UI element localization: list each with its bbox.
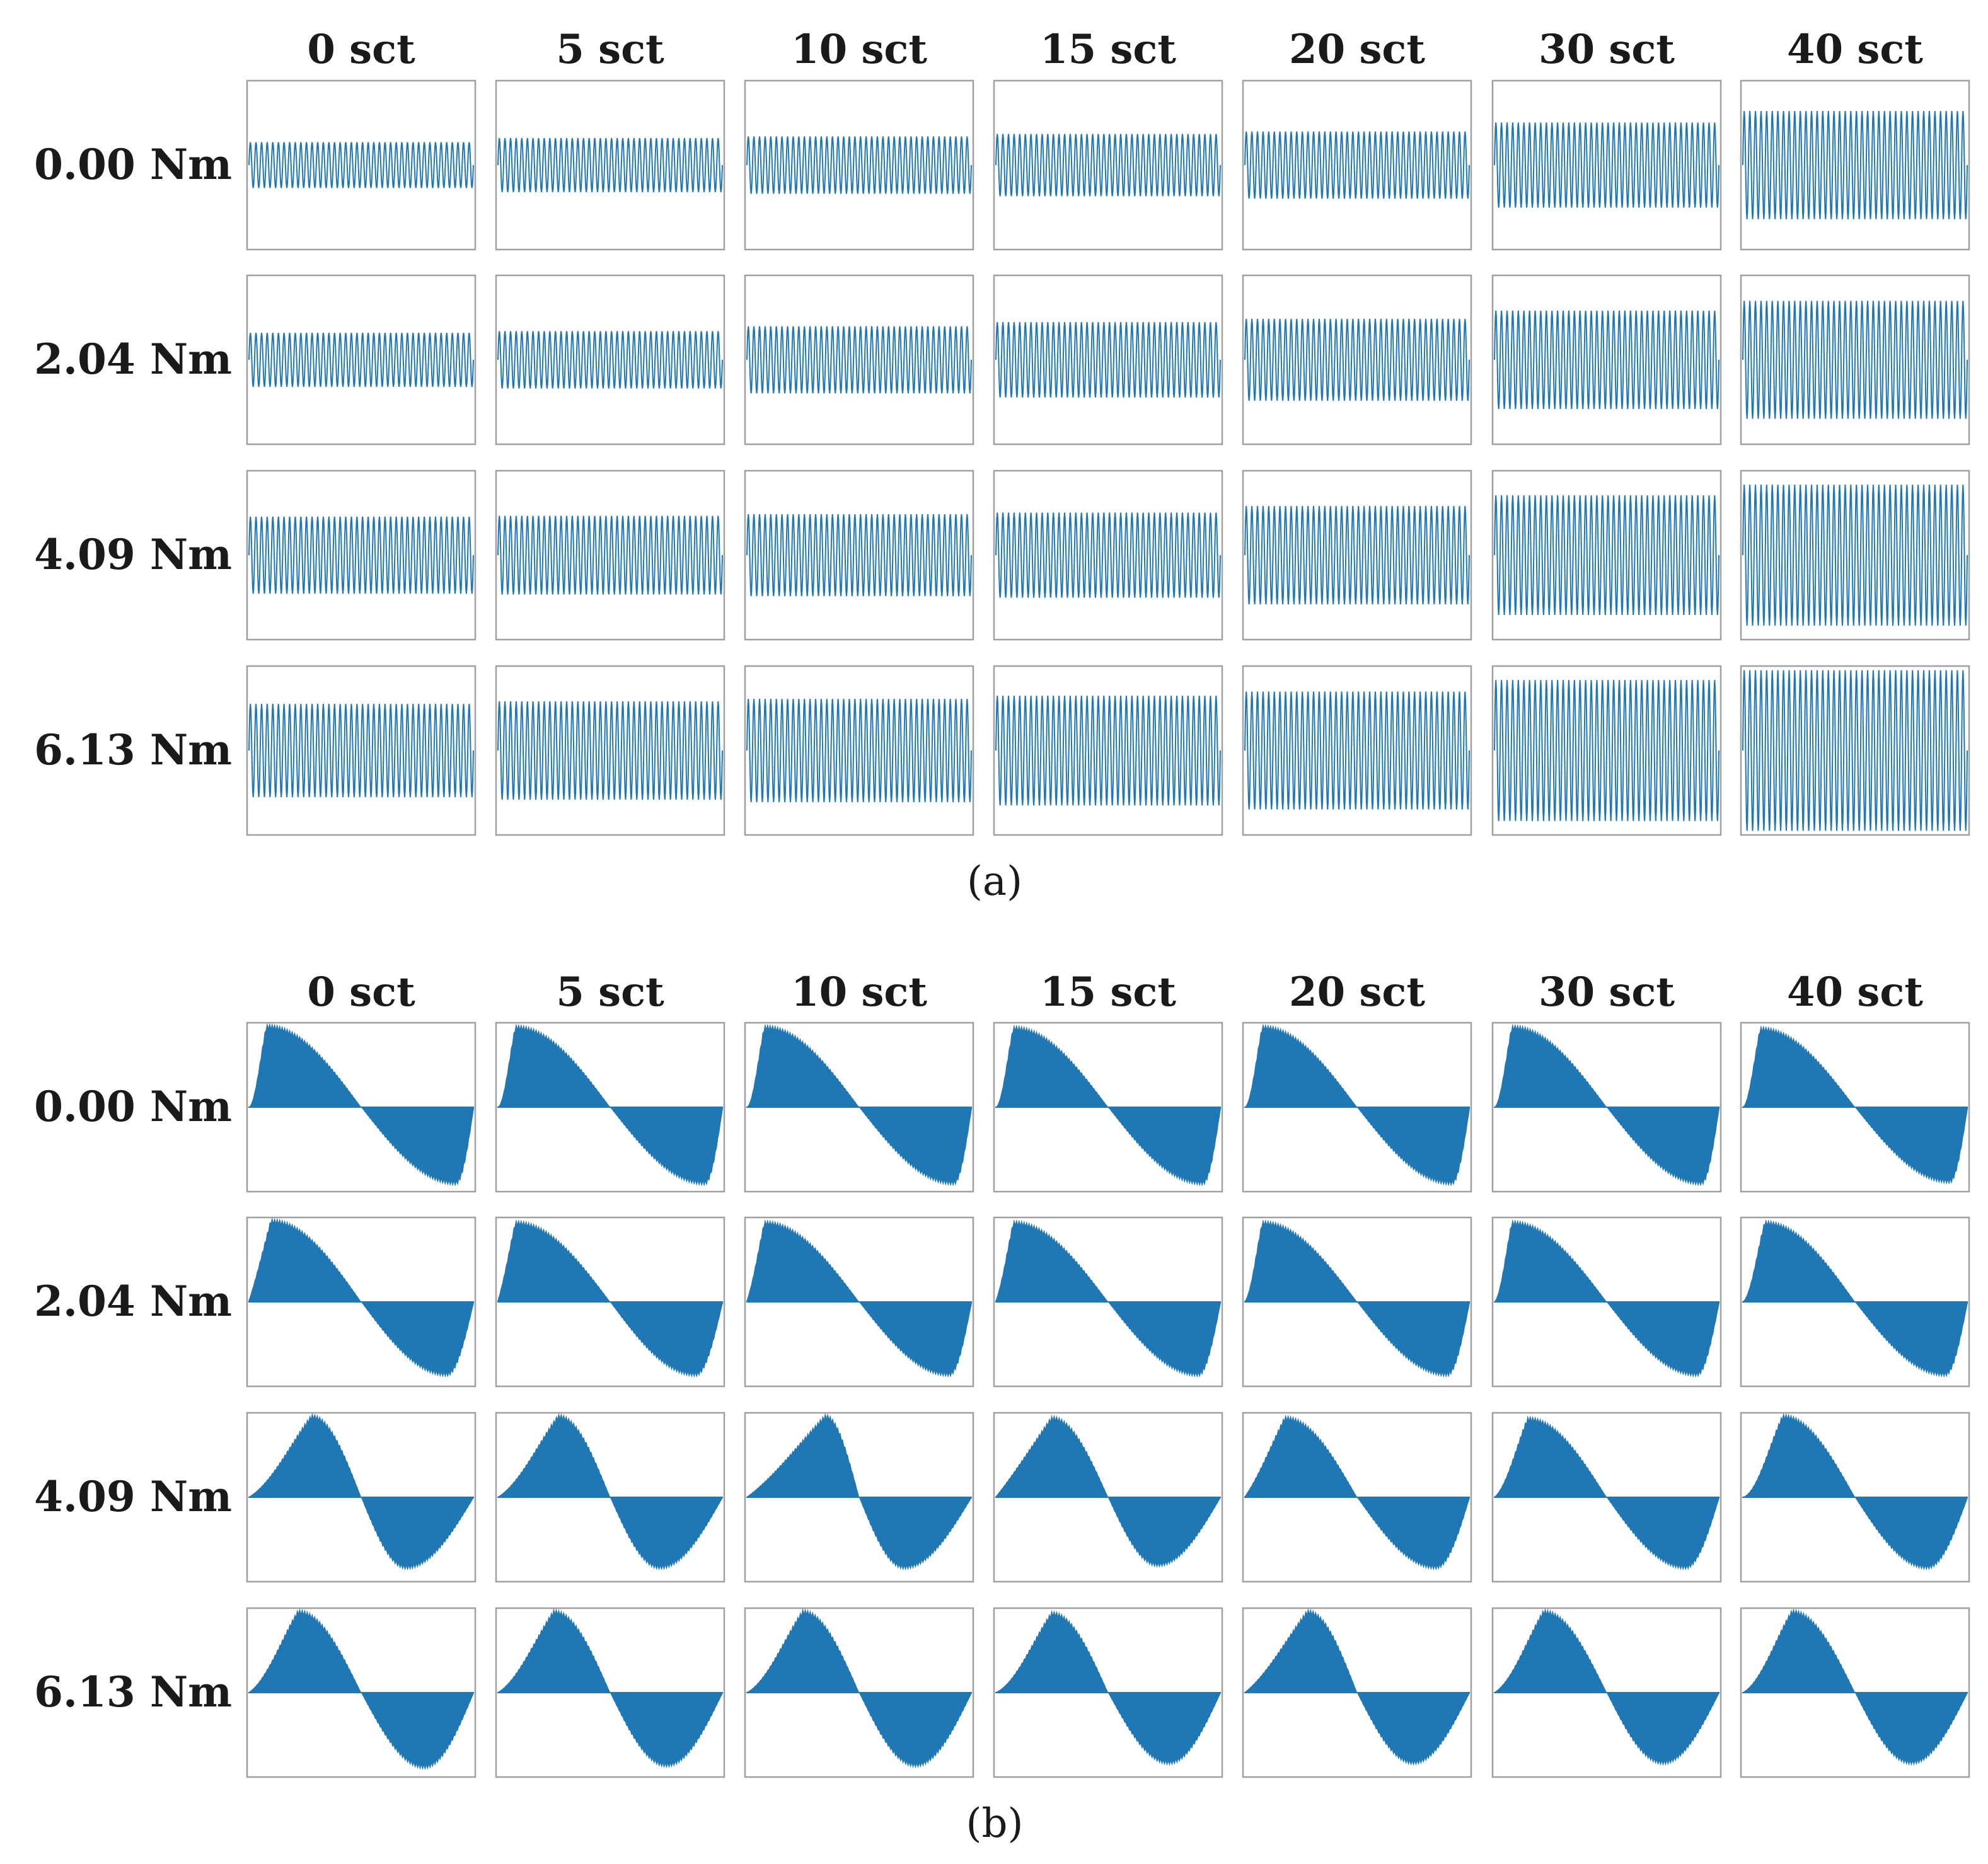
a-series-1-6 <box>1742 301 1968 419</box>
b-series-3-6 <box>1742 1608 1968 1766</box>
a-series-2-0 <box>248 516 474 594</box>
b-series-3-3 <box>995 1609 1222 1766</box>
b-series-0-1 <box>497 1023 724 1187</box>
a-col-label-4: 20 sct <box>1289 26 1425 73</box>
b-col-label-1: 5 sct <box>556 969 664 1016</box>
a-row-label-0: 0.00 Nm <box>34 140 232 189</box>
b-row-label-2: 4.09 Nm <box>34 1472 232 1521</box>
a-col-label-3: 15 sct <box>1040 26 1176 73</box>
a-col-label-5: 30 sct <box>1539 26 1675 73</box>
a-row-label-1: 2.04 Nm <box>34 335 232 384</box>
a-series-1-0 <box>248 332 474 388</box>
a-series-3-0 <box>248 703 474 798</box>
b-series-3-2 <box>746 1608 973 1769</box>
b-series-2-1 <box>497 1413 724 1571</box>
a-series-1-5 <box>1494 310 1719 410</box>
b-series-1-4 <box>1244 1219 1471 1378</box>
a-series-3-6 <box>1742 670 1968 831</box>
panel-a: 0 sct 5 sct 10 sct 15 sct 20 sct 30 sct 40 sct… <box>34 26 1970 905</box>
a-series-2-1 <box>497 515 723 595</box>
b-series-0-5 <box>1493 1023 1720 1187</box>
b-series-0-0 <box>248 1023 475 1187</box>
a-series-0-0 <box>248 142 474 188</box>
a-series-2-3 <box>995 512 1221 598</box>
a-series-3-1 <box>497 701 723 800</box>
a-row-label-2: 4.09 Nm <box>34 530 232 579</box>
b-series-3-5 <box>1493 1608 1720 1766</box>
a-series-0-5 <box>1494 122 1719 208</box>
b-series-0-6 <box>1742 1025 1968 1185</box>
a-series-3-5 <box>1494 680 1719 821</box>
b-col-label-6: 40 sct <box>1787 969 1923 1016</box>
a-series-1-3 <box>995 322 1221 398</box>
a-series-1-4 <box>1244 318 1470 401</box>
b-series-2-4 <box>1244 1414 1471 1571</box>
a-series-2-6 <box>1742 485 1968 626</box>
b-caption: (b) <box>966 1800 1024 1847</box>
a-series-2-5 <box>1494 495 1719 615</box>
b-series-1-2 <box>746 1219 973 1378</box>
a-caption: (a) <box>967 858 1022 905</box>
b-series-2-2 <box>746 1413 973 1571</box>
b-series-0-2 <box>746 1023 973 1187</box>
b-series-2-3 <box>995 1414 1222 1568</box>
a-series-1-1 <box>497 331 723 389</box>
a-series-0-1 <box>497 137 723 193</box>
b-series-2-5 <box>1493 1415 1720 1571</box>
b-col-label-0: 0 sct <box>307 969 415 1016</box>
b-series-1-1 <box>497 1219 724 1378</box>
a-series-1-2 <box>746 326 972 394</box>
a-series-3-2 <box>746 699 972 802</box>
a-row-label-3: 6.13 Nm <box>34 725 232 774</box>
b-series-2-6 <box>1742 1413 1968 1571</box>
b-series-2-0 <box>248 1413 475 1571</box>
a-col-label-1: 5 sct <box>556 26 664 73</box>
a-col-label-6: 40 sct <box>1787 26 1923 73</box>
a-series-2-2 <box>746 514 972 597</box>
b-col-label-4: 20 sct <box>1289 969 1425 1016</box>
a-series-0-3 <box>995 134 1221 197</box>
a-series-3-3 <box>995 695 1221 806</box>
a-series-0-4 <box>1244 131 1470 199</box>
panel-b: 0 sct 5 sct 10 sct 15 sct 20 sct 30 sct 40 sct… <box>34 969 1970 1847</box>
b-series-1-6 <box>1742 1219 1968 1378</box>
b-row-label-1: 2.04 Nm <box>34 1277 232 1326</box>
b-series-3-4 <box>1244 1608 1471 1766</box>
b-series-3-1 <box>497 1608 724 1769</box>
a-series-0-2 <box>746 136 972 194</box>
b-series-1-3 <box>995 1219 1222 1378</box>
b-series-3-0 <box>248 1608 475 1771</box>
a-col-label-0: 0 sct <box>307 26 415 73</box>
a-series-2-4 <box>1244 505 1470 605</box>
b-col-label-2: 10 sct <box>791 969 927 1016</box>
b-col-label-3: 15 sct <box>1040 969 1176 1016</box>
b-series-1-0 <box>248 1217 475 1378</box>
b-series-0-4 <box>1244 1023 1471 1187</box>
a-col-label-2: 10 sct <box>791 26 927 73</box>
b-row-label-0: 0.00 Nm <box>34 1082 232 1131</box>
b-col-label-5: 30 sct <box>1539 969 1675 1016</box>
b-row-label-3: 6.13 Nm <box>34 1667 232 1717</box>
b-series-1-5 <box>1493 1219 1720 1378</box>
b-series-0-3 <box>995 1024 1222 1187</box>
a-series-3-4 <box>1244 691 1470 810</box>
a-series-0-6 <box>1742 111 1968 219</box>
